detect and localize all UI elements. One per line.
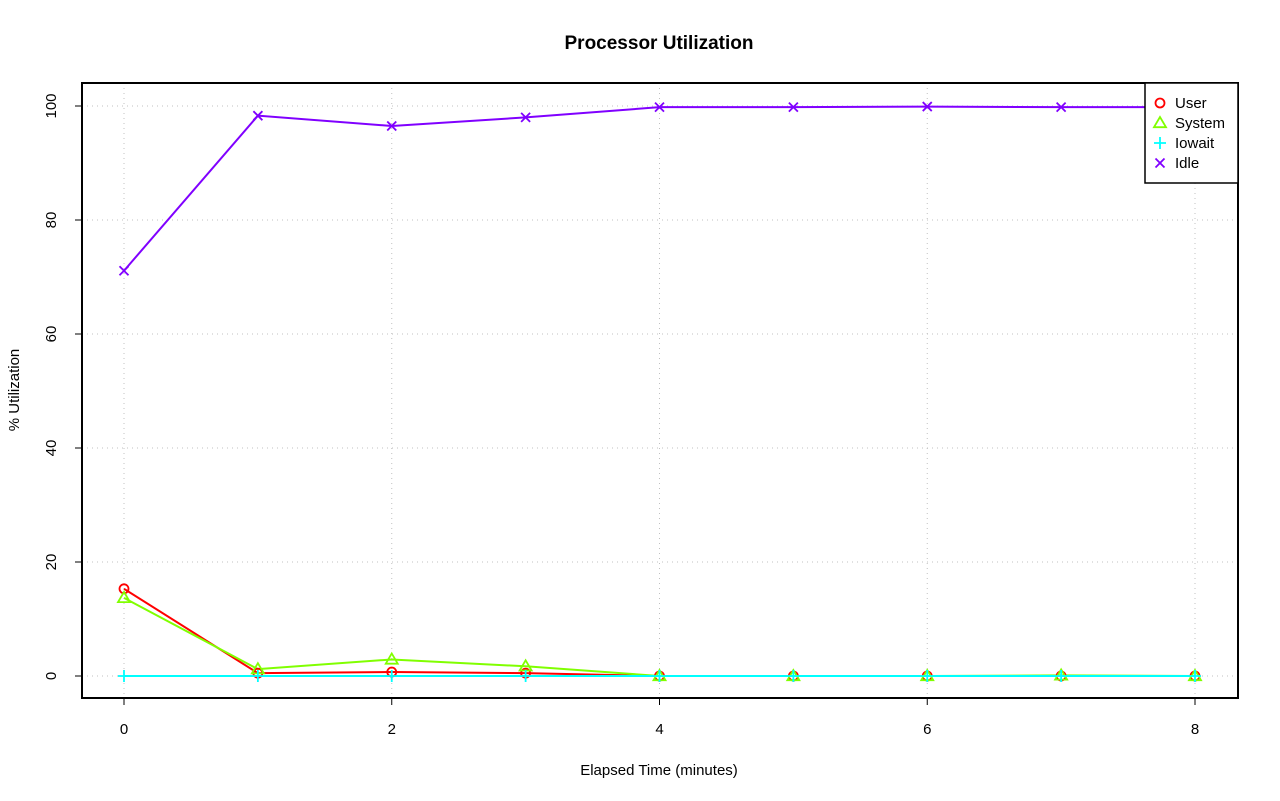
data-point-iowait: [1189, 670, 1201, 682]
data-point-idle: [386, 120, 397, 132]
data-point-idle: [922, 101, 933, 112]
legend-label-system: System: [1175, 115, 1225, 132]
series-markers: [116, 101, 1203, 682]
data-point-idle: [252, 110, 264, 121]
x-tick-label: 4: [655, 721, 663, 738]
x-tick-label: 2: [388, 721, 396, 738]
data-point-iowait: [118, 670, 130, 682]
legend-marker-idle: [1154, 157, 1166, 169]
data-point-idle: [118, 265, 130, 276]
legend-label-idle: Idle: [1175, 155, 1199, 172]
series-lines: [123, 105, 1196, 677]
legend-label-iowait: Iowait: [1175, 135, 1215, 152]
y-tick-label: 20: [43, 554, 60, 571]
series-line-user: [123, 587, 1195, 677]
legend-marker-user: [1154, 97, 1166, 109]
x-tick-label: 0: [120, 721, 128, 738]
legend: User System Iowait Idle: [1144, 82, 1239, 184]
y-tick-label: 0: [43, 672, 60, 680]
legend-box: [1144, 82, 1239, 184]
data-point-idle: [1055, 102, 1067, 113]
legend-marker-iowait: [1154, 137, 1166, 149]
y-tick-label: 40: [43, 440, 60, 457]
y-tick-label: 60: [43, 326, 60, 343]
data-point-iowait: [519, 670, 532, 682]
legend-marker-system: [1152, 115, 1168, 129]
series-line-system: [123, 597, 1196, 677]
y-tick-label: 80: [43, 212, 60, 229]
data-point-iowait: [787, 670, 800, 682]
x-axis-label: Elapsed Time (minutes): [580, 762, 738, 779]
y-tick-label: 100: [43, 93, 60, 118]
y-axis-label: % Utilization: [6, 349, 23, 432]
x-axis: 0 2 4 6 8: [120, 697, 1199, 738]
chart-title: Processor Utilization: [565, 33, 754, 54]
data-point-iowait: [1055, 670, 1068, 682]
y-axis: 0 20 40 60 80 100: [43, 93, 82, 680]
data-point-idle: [520, 112, 531, 123]
data-point-idle: [788, 102, 799, 113]
legend-label-user: User: [1175, 95, 1207, 112]
x-tick-label: 6: [923, 721, 931, 738]
x-tick-label: 8: [1191, 721, 1199, 738]
data-point-system: [116, 590, 132, 604]
data-point-iowait: [653, 670, 666, 682]
data-point-iowait: [921, 670, 934, 682]
grid: [82, 83, 1238, 698]
data-point-iowait: [385, 670, 398, 682]
plot-frame: [81, 82, 1239, 699]
data-point-idle: [654, 102, 665, 113]
data-point-iowait: [251, 670, 264, 682]
data-point-system: [384, 651, 400, 665]
